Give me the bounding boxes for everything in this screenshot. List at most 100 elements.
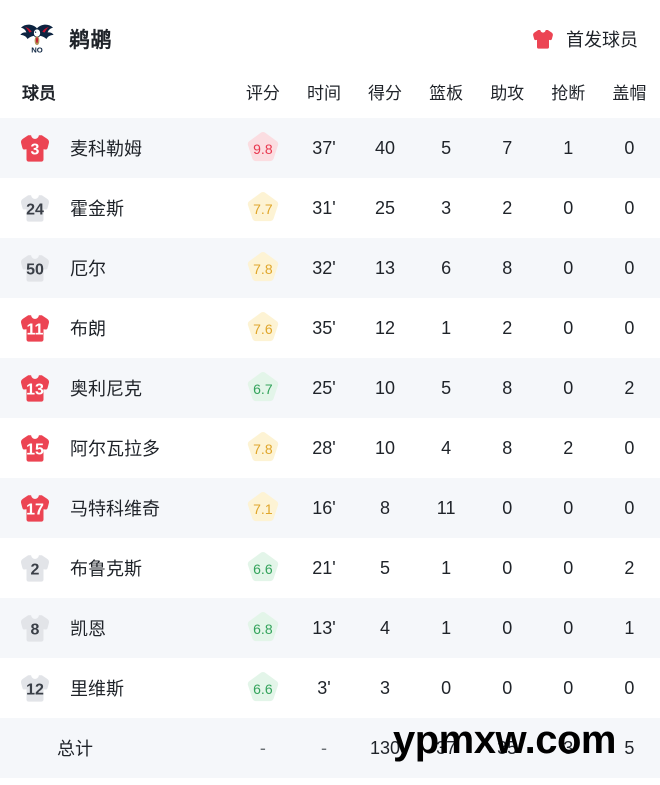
points-cell: 8: [380, 497, 391, 518]
player-cell[interactable]: 13 奥利尼克: [0, 358, 232, 418]
table-row[interactable]: 15 阿尔瓦拉多 7.8 28' 10 4 8 2 0: [0, 418, 660, 478]
table-row[interactable]: 50 厄尔 7.8 32' 13 6 8 0 0: [0, 238, 660, 298]
player-name[interactable]: 马特科维奇: [70, 499, 160, 519]
player-cell[interactable]: 2 布鲁克斯: [0, 538, 232, 598]
steals-cell: 1: [563, 137, 574, 158]
totals-steals: 3: [563, 737, 574, 758]
steals-cell: 0: [563, 497, 574, 518]
jersey-number-icon: 2: [18, 551, 52, 585]
player-cell[interactable]: 50 厄尔: [0, 238, 232, 298]
player-name[interactable]: 奥利尼克: [70, 379, 142, 399]
rating-cell: 6.6: [232, 538, 293, 598]
minutes-cell: 35': [312, 317, 336, 338]
rating-value: 7.8: [253, 441, 273, 457]
jersey-number-icon: 12: [18, 671, 52, 705]
rating-badge: 6.8: [244, 609, 282, 647]
jersey-number-icon: 11: [18, 311, 52, 345]
rating-badge: 7.6: [244, 309, 282, 347]
player-name[interactable]: 麦科勒姆: [70, 139, 142, 159]
steals-cell: 0: [563, 557, 574, 578]
player-name[interactable]: 布鲁克斯: [70, 559, 142, 579]
minutes-cell: 37': [312, 137, 336, 158]
starters-legend-label: 首发球员: [566, 30, 638, 50]
column-header-rating[interactable]: 评分: [232, 78, 294, 118]
table-row[interactable]: 3 麦科勒姆 9.8 37' 40 5 7 1 0: [0, 118, 660, 178]
player-cell[interactable]: 3 麦科勒姆: [0, 118, 232, 178]
assists-cell: 8: [502, 377, 513, 398]
steals-cell: 0: [563, 617, 574, 638]
assists-cell: 8: [502, 437, 513, 458]
rating-value: 6.6: [253, 561, 273, 577]
column-header-blocks[interactable]: 盖帽: [598, 78, 660, 118]
table-row[interactable]: 24 霍金斯 7.7 31' 25 3 2 0 0: [0, 178, 660, 238]
player-cell[interactable]: 15 阿尔瓦拉多: [0, 418, 232, 478]
rating-cell: 9.8: [232, 118, 293, 178]
minutes-cell: 3': [317, 677, 331, 698]
steals-cell: 0: [563, 317, 574, 338]
player-name[interactable]: 阿尔瓦拉多: [70, 439, 160, 459]
column-header-minutes[interactable]: 时间: [293, 78, 355, 118]
assists-cell: 0: [502, 677, 513, 698]
blocks-cell: 0: [624, 197, 635, 218]
rating-badge: 7.8: [244, 429, 282, 467]
player-name[interactable]: 厄尔: [70, 259, 106, 279]
player-name[interactable]: 霍金斯: [70, 199, 124, 219]
totals-rebounds: 37: [436, 737, 457, 758]
blocks-cell: 0: [624, 437, 635, 458]
table-row[interactable]: 17 马特科维奇 7.1 16' 8 11 0 0 0: [0, 478, 660, 538]
rating-badge: 7.1: [244, 489, 282, 527]
player-cell[interactable]: 17 马特科维奇: [0, 478, 232, 538]
rating-badge: 6.7: [244, 369, 282, 407]
starters-legend: 首发球员: [531, 26, 638, 52]
assists-cell: 2: [502, 317, 513, 338]
table-row[interactable]: 13 奥利尼克 6.7 25' 10 5 8 0 2: [0, 358, 660, 418]
team-name: 鹈鹕: [69, 29, 112, 52]
player-cell[interactable]: 8 凯恩: [0, 598, 232, 658]
rating-cell: 7.8: [232, 238, 293, 298]
minutes-cell: 21': [312, 557, 336, 578]
player-cell[interactable]: 24 霍金斯: [0, 178, 232, 238]
rating-value: 6.8: [253, 621, 273, 637]
column-header-player[interactable]: 球员: [0, 78, 233, 118]
points-cell: 25: [375, 197, 396, 218]
points-cell: 12: [375, 317, 396, 338]
column-header-assists[interactable]: 助攻: [476, 78, 538, 118]
rating-value: 7.1: [253, 501, 273, 517]
player-cell[interactable]: 11 布朗: [0, 298, 232, 358]
blocks-cell: 2: [624, 377, 635, 398]
team-identity: NO 鹈鹕: [18, 20, 112, 58]
team-header: NO 鹈鹕 首发球员: [0, 0, 660, 78]
assists-cell: 2: [502, 197, 513, 218]
rebounds-cell: 1: [441, 617, 452, 638]
player-name[interactable]: 凯恩: [70, 619, 106, 639]
rating-cell: 7.7: [232, 178, 293, 238]
minutes-cell: 32': [312, 257, 336, 278]
column-header-rebounds[interactable]: 篮板: [415, 78, 477, 118]
blocks-cell: 0: [624, 137, 635, 158]
rating-value: 7.7: [253, 201, 273, 217]
player-name[interactable]: 里维斯: [70, 679, 124, 699]
rating-value: 9.8: [253, 141, 273, 157]
table-row[interactable]: 11 布朗 7.6 35' 12 1 2 0 0: [0, 298, 660, 358]
jersey-number-icon: 17: [18, 491, 52, 525]
player-cell[interactable]: 12 里维斯: [0, 658, 232, 718]
points-cell: 3: [380, 677, 391, 698]
blocks-cell: 2: [624, 557, 635, 578]
jersey-number-icon: 15: [18, 431, 52, 465]
table-row[interactable]: 2 布鲁克斯 6.6 21' 5 1 0 0 2: [0, 538, 660, 598]
points-cell: 10: [375, 437, 396, 458]
assists-cell: 0: [502, 497, 513, 518]
rating-cell: 6.6: [232, 658, 293, 718]
table-row[interactable]: 12 里维斯 6.6 3' 3 0 0 0 0: [0, 658, 660, 718]
table-body: 3 麦科勒姆 9.8 37' 40 5 7 1 0 24 霍金斯 7.7 31' 25 3 2 0 0 50 厄尔 7.…: [0, 118, 660, 778]
column-header-steals[interactable]: 抢断: [537, 78, 599, 118]
points-cell: 13: [375, 257, 396, 278]
column-header-points[interactable]: 得分: [354, 78, 416, 118]
rating-value: 6.7: [253, 381, 273, 397]
rating-cell: 6.7: [232, 358, 293, 418]
steals-cell: 0: [563, 197, 574, 218]
player-name[interactable]: 布朗: [70, 319, 106, 339]
rating-badge: 7.8: [244, 249, 282, 287]
table-row[interactable]: 8 凯恩 6.8 13' 4 1 0 0 1: [0, 598, 660, 658]
rebounds-cell: 5: [441, 137, 452, 158]
